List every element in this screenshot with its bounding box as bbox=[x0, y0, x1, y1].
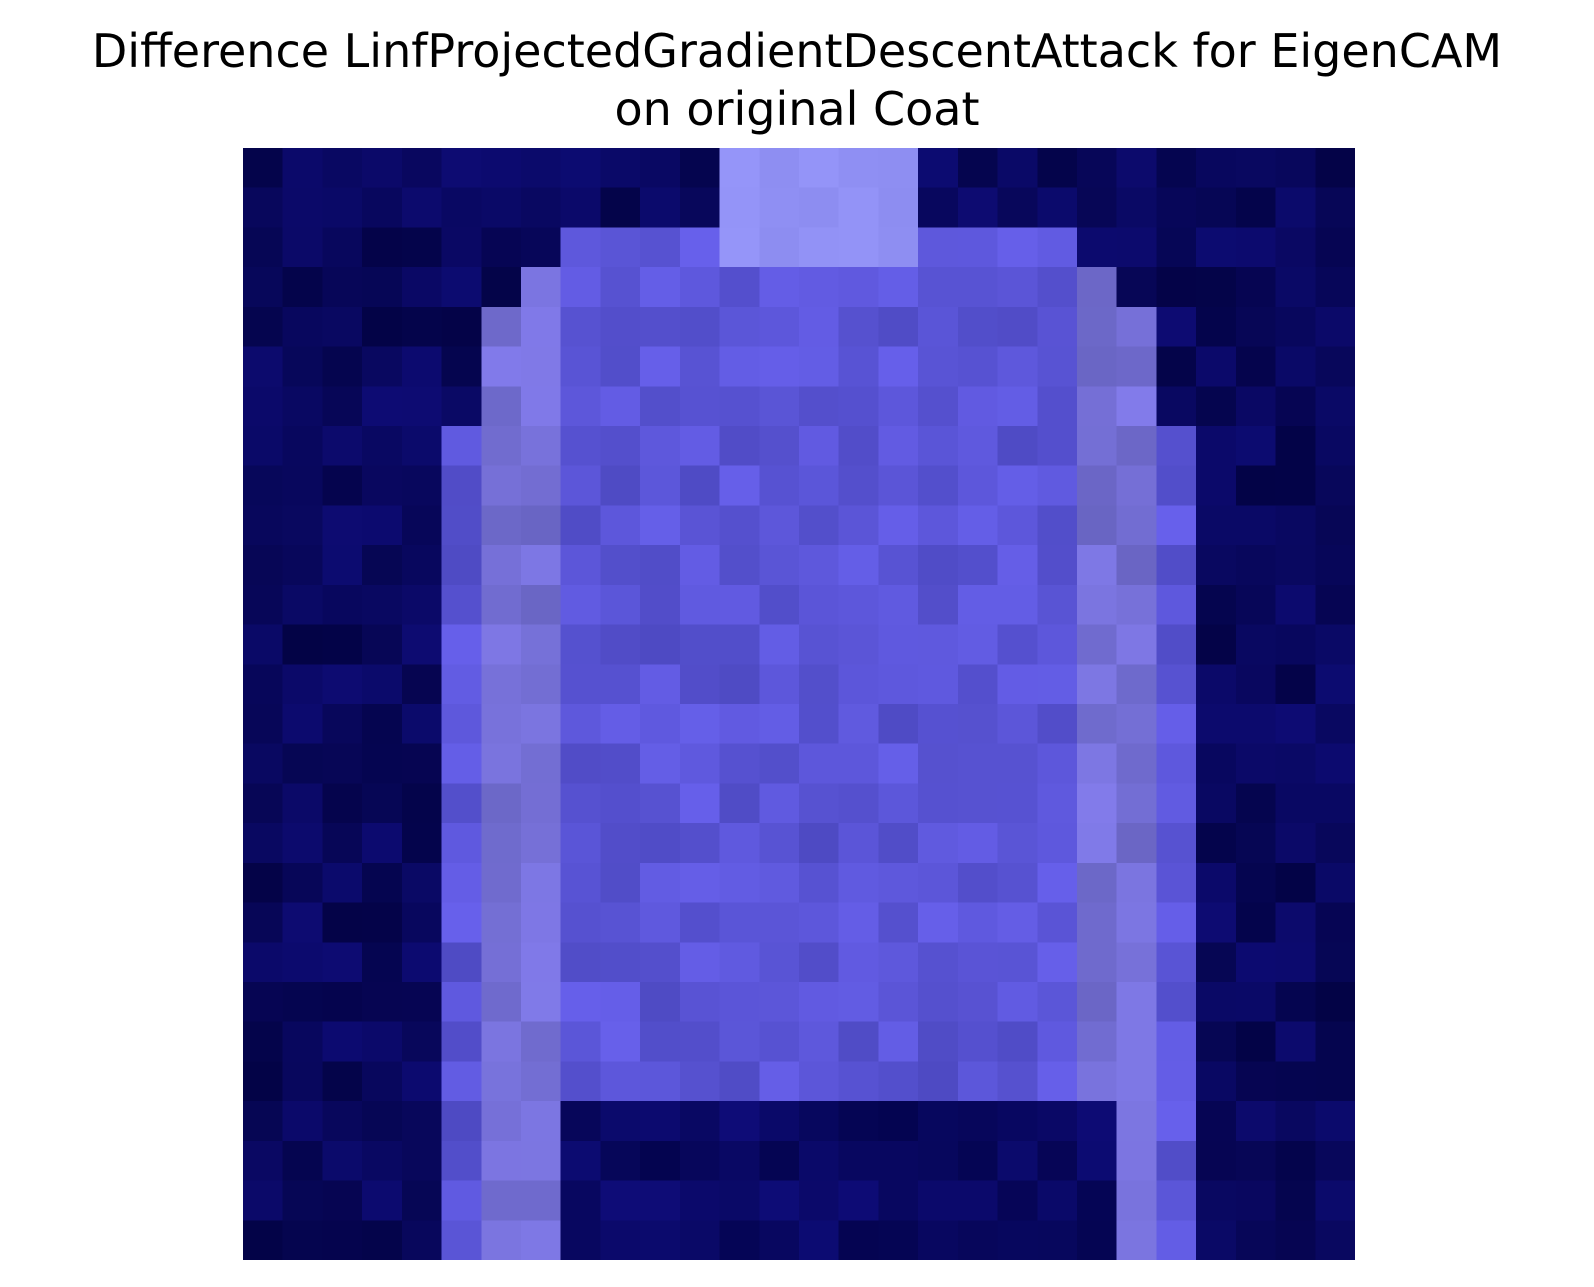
figure-title-line-2: on original Coat bbox=[614, 82, 980, 136]
figure-title-line-1: Difference LinfProjectedGradientDescentA… bbox=[91, 24, 1503, 78]
coat-difference-heatmap bbox=[243, 148, 1355, 1260]
coat-difference-heatmap-image bbox=[243, 148, 1355, 1260]
figure-title: Difference LinfProjectedGradientDescentA… bbox=[0, 22, 1594, 138]
